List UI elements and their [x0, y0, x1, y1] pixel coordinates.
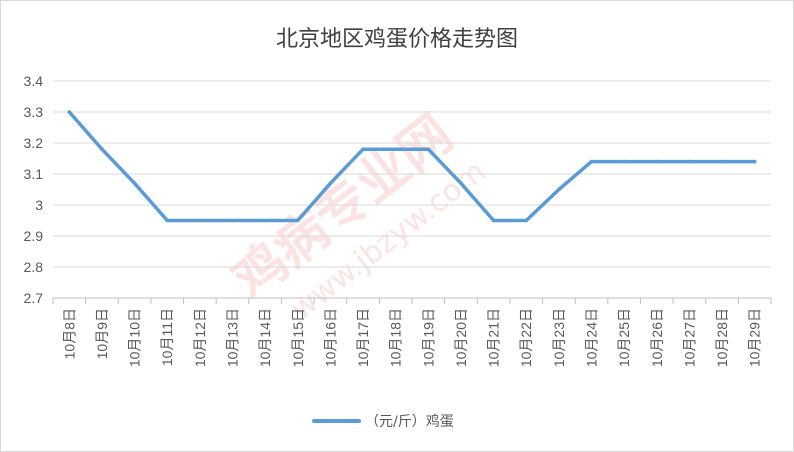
data-point: [393, 147, 398, 151]
x-tick-label: 10月11日: [159, 308, 175, 366]
data-point: [589, 159, 594, 164]
x-tick-label: 10月23日: [551, 308, 567, 367]
x-tick-label: 10月13日: [225, 308, 241, 367]
data-point: [524, 218, 529, 223]
series-layer: [67, 110, 757, 223]
series-line: [67, 110, 757, 223]
x-tick-label: 10月8日: [61, 308, 77, 359]
legend: （元/斤）鸡蛋: [312, 413, 454, 430]
data-point: [295, 218, 300, 223]
legend-label: （元/斤）鸡蛋: [365, 413, 454, 430]
x-tick-label: 10月27日: [681, 308, 697, 367]
x-tick-label: 10月28日: [714, 308, 730, 367]
y-tick-label: 2.7: [24, 290, 44, 306]
data-point: [720, 159, 724, 164]
y-tick-label: 3.4: [24, 73, 44, 89]
x-tick-label: 10月19日: [420, 308, 436, 367]
y-tick-label: 2.9: [24, 228, 44, 244]
x-tick-label: 10月14日: [257, 308, 273, 367]
data-point: [622, 159, 626, 164]
data-point: [361, 147, 365, 151]
data-point: [100, 147, 104, 151]
data-point: [687, 159, 692, 164]
y-tick-label: 3.1: [24, 166, 44, 182]
data-point: [557, 187, 561, 192]
y-tick-label: 3: [35, 197, 43, 213]
data-point: [752, 159, 757, 164]
data-point: [198, 218, 202, 223]
x-tick-label: 10月17日: [355, 308, 371, 367]
data-point: [67, 110, 72, 114]
x-tick-label: 10月12日: [192, 308, 208, 367]
data-point: [230, 218, 235, 223]
x-tick-label: 10月21日: [486, 308, 502, 367]
data-point: [491, 218, 496, 223]
data-point: [654, 159, 659, 164]
x-tick-label: 10月15日: [290, 308, 306, 367]
x-tick-label: 10月22日: [518, 308, 534, 367]
x-tick-label: 10月24日: [584, 308, 600, 367]
x-tick-label: 10月25日: [616, 308, 632, 367]
x-tick-label: 10月20日: [453, 308, 469, 367]
x-tick-label: 10月29日: [747, 308, 763, 367]
x-tick-label: 10月18日: [388, 308, 404, 367]
y-tick-label: 2.8: [24, 259, 44, 275]
y-axis-tick-labels: 2.7 2.8 2.9 3 3.1 3.2 3.3 3.4: [24, 73, 44, 306]
x-tick-label: 10月26日: [649, 308, 665, 367]
data-point: [165, 218, 170, 223]
data-point: [459, 181, 463, 186]
x-tick-label: 10月9日: [94, 308, 110, 359]
data-point: [328, 181, 333, 186]
watermark: 鸡病专业网 www.jbzyw.com: [222, 104, 492, 327]
chart-title: 北京地区鸡蛋价格走势图: [276, 27, 518, 52]
grid-lines: [53, 80, 771, 268]
x-tick-label: 10月16日: [322, 308, 338, 367]
x-tick-label: 10月10日: [127, 308, 143, 367]
data-point: [263, 218, 267, 223]
data-point: [426, 147, 431, 151]
data-point: [132, 181, 137, 186]
x-axis-tick-labels: 10月8日 10月9日 10月10日 10月11日 10月12日 10月13日 10月14日…: [61, 308, 762, 367]
y-tick-label: 3.3: [24, 104, 44, 120]
y-tick-label: 3.2: [24, 135, 44, 151]
axes: [52, 297, 772, 304]
